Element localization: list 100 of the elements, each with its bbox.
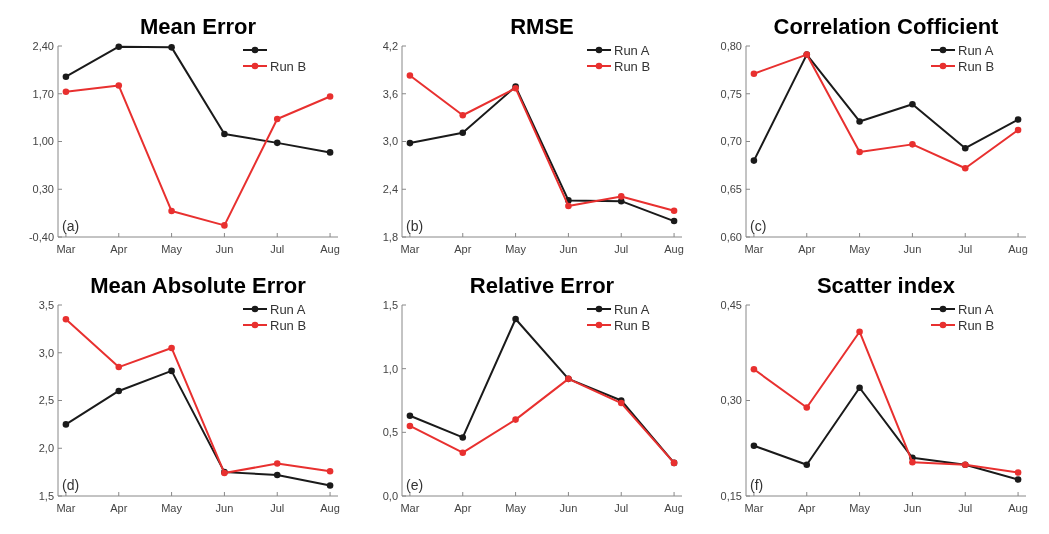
chart-title: Correlation Cofficient — [773, 14, 1000, 39]
x-tick-label: Jul — [958, 243, 973, 255]
point — [909, 458, 916, 466]
x-tick-label: Mar — [56, 502, 76, 514]
legend-label: Run B — [270, 58, 307, 74]
y-tick-label: 0,15 — [720, 489, 742, 502]
point — [1014, 469, 1022, 476]
x-tick-label: Jul — [270, 243, 285, 255]
y-tick-label: 2,40 — [32, 39, 54, 52]
chart-title: Mean Absolute Error — [90, 273, 307, 298]
point — [459, 449, 467, 456]
point — [512, 315, 519, 323]
x-tick-label: Jul — [958, 502, 973, 514]
point — [406, 72, 414, 79]
x-tick-label: Jul — [614, 502, 629, 514]
annotation: (b) — [406, 218, 424, 234]
x-tick-label: May — [849, 502, 871, 514]
point — [459, 111, 467, 119]
y-tick-label: 1,8 — [382, 230, 398, 243]
point — [1014, 476, 1022, 483]
point — [273, 460, 281, 467]
legend-label: Run A — [614, 301, 650, 317]
point — [856, 384, 863, 392]
chart-title: RMSE — [510, 14, 574, 39]
x-tick-label: Aug — [320, 243, 340, 255]
point — [856, 148, 863, 156]
x-tick-label: Jun — [559, 243, 578, 255]
point — [750, 366, 758, 373]
y-tick-label: 2,4 — [382, 183, 398, 196]
y-tick-label: 2,5 — [38, 394, 54, 407]
point — [459, 129, 467, 137]
annotation: (f) — [750, 477, 764, 493]
point — [909, 141, 916, 148]
point — [856, 328, 863, 336]
x-tick-label: Mar — [744, 243, 764, 255]
point — [326, 482, 334, 489]
point — [856, 118, 863, 125]
x-tick-label: Apr — [798, 502, 816, 514]
point — [62, 88, 70, 95]
point — [168, 344, 175, 352]
x-tick-label: May — [161, 243, 183, 255]
x-tick-label: Aug — [1008, 243, 1028, 255]
y-tick-label: 3,0 — [382, 135, 398, 148]
y-tick-label: -0,40 — [28, 230, 54, 243]
x-tick-label: Jul — [270, 502, 285, 514]
y-tick-label: 1,0 — [382, 362, 398, 375]
point — [62, 421, 70, 428]
point — [803, 404, 811, 411]
y-tick-label: 0,45 — [720, 298, 742, 311]
x-tick-label: Jun — [903, 502, 922, 514]
point — [221, 222, 228, 229]
point — [406, 412, 414, 420]
y-tick-label: 3,6 — [382, 87, 398, 100]
point — [273, 115, 281, 123]
point — [670, 217, 678, 225]
x-tick-label: Jul — [614, 243, 629, 255]
y-tick-label: 4,2 — [382, 39, 398, 52]
y-tick-label: 1,5 — [38, 489, 54, 502]
point — [115, 363, 123, 371]
legend-label: Run B — [270, 317, 307, 333]
y-tick-label: 2,0 — [38, 442, 54, 455]
point — [406, 422, 414, 430]
point — [326, 149, 334, 156]
chart-title: Mean Error — [139, 14, 257, 39]
x-tick-label: Mar — [400, 502, 420, 514]
x-tick-label: May — [505, 502, 527, 514]
point — [406, 139, 414, 147]
point — [273, 471, 281, 479]
point — [221, 130, 228, 138]
point — [803, 461, 811, 469]
annotation: (c) — [750, 218, 767, 234]
point — [512, 416, 519, 423]
x-tick-label: Aug — [664, 243, 684, 255]
point — [1014, 126, 1022, 134]
legend-label: Run A — [270, 301, 306, 317]
point — [750, 157, 758, 164]
x-tick-label: Jun — [903, 243, 922, 255]
point — [115, 43, 123, 50]
legend-label: Run A — [958, 301, 994, 317]
y-tick-label: 3,5 — [38, 298, 54, 311]
x-tick-label: Mar — [56, 243, 76, 255]
legend-label: Run B — [614, 317, 651, 333]
x-tick-label: Apr — [798, 243, 816, 255]
x-tick-label: Aug — [664, 502, 684, 514]
point — [115, 387, 123, 395]
point — [909, 100, 916, 108]
point — [62, 73, 70, 80]
y-tick-label: 0,60 — [720, 230, 742, 243]
x-tick-label: Mar — [400, 243, 420, 255]
chart-title: Relative Error — [469, 273, 615, 298]
point — [459, 434, 467, 441]
x-tick-label: Apr — [454, 502, 472, 514]
chart-title: Scatter index — [816, 273, 956, 298]
point — [1014, 116, 1022, 123]
legend-label: Run B — [958, 317, 995, 333]
x-tick-label: Mar — [744, 502, 764, 514]
y-tick-label: 0,5 — [382, 426, 398, 439]
x-tick-label: Jun — [215, 243, 234, 255]
point — [670, 207, 678, 215]
point — [750, 70, 758, 77]
